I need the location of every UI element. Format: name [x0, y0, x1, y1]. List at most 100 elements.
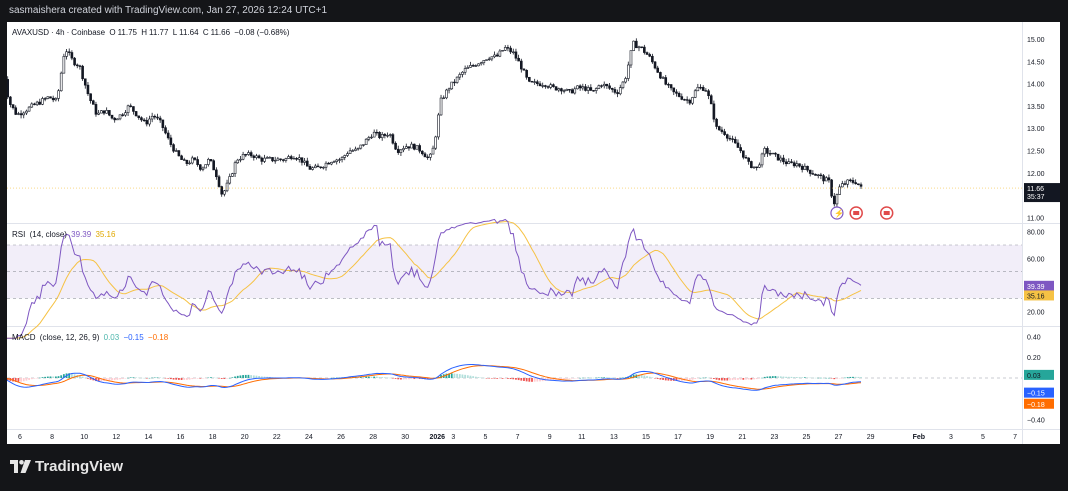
candle-body — [327, 162, 330, 165]
candle-body — [597, 85, 601, 89]
macd-histogram-bar — [365, 376, 368, 378]
candle-body — [346, 153, 349, 156]
macd-histogram-bar — [215, 377, 218, 379]
candle-body — [782, 157, 785, 163]
rsi-ma-value: 35.16 — [95, 230, 116, 239]
candle-body — [800, 165, 804, 170]
candle-body — [228, 176, 232, 184]
candle-body — [688, 99, 692, 104]
candle-body — [303, 160, 306, 163]
macd-histogram-bar — [186, 378, 188, 380]
x-axis-label: 9 — [548, 434, 552, 441]
macd-histogram-bar — [397, 378, 400, 380]
macd-histogram-bar — [686, 378, 689, 381]
chart-svg[interactable]: 15.00 14.50 14.00 13.50 13.00 12.50 12.00 11.00… — [7, 22, 1060, 444]
macd-histogram-bar — [41, 377, 44, 378]
macd-histogram-bar — [753, 378, 755, 380]
macd-histogram-bar — [496, 378, 499, 379]
macd-histogram-bar — [474, 376, 477, 378]
macd-histogram-bar — [707, 377, 710, 379]
macd-histogram-bar — [97, 378, 100, 382]
candle-body — [268, 157, 272, 159]
candle-body — [605, 83, 609, 87]
candle-body — [300, 157, 304, 163]
macd-signal-badge — [1024, 398, 1054, 409]
macd-histogram-bar — [375, 376, 378, 378]
macd-histogram-bar — [654, 378, 656, 379]
candle-body — [608, 85, 611, 89]
candle-body — [100, 110, 103, 114]
macd-histogram-bar — [367, 376, 370, 378]
macd-histogram-bar — [723, 378, 726, 381]
candle-body — [707, 90, 710, 97]
candle-body — [696, 86, 700, 92]
candle-body — [482, 60, 486, 64]
candle-body — [557, 88, 561, 91]
candle-body — [728, 137, 732, 140]
candle-body — [517, 57, 520, 62]
macd-histogram-bar — [226, 378, 228, 379]
macd-hist-value: 0.03 — [103, 333, 120, 342]
candle-body — [704, 90, 708, 92]
price-tick-label: 12.50 — [1027, 149, 1045, 156]
rsi-label: RSI — [12, 230, 26, 239]
candle-body — [453, 81, 456, 84]
rsi-legend: RSI (14, close) 39.39 35.16 — [12, 230, 117, 239]
candle-body — [680, 96, 684, 100]
macd-histogram-bar — [394, 378, 397, 379]
macd-histogram-bar — [643, 375, 646, 378]
candle-body — [54, 98, 58, 101]
macd-histogram-bar — [325, 378, 327, 379]
macd-histogram-bar — [148, 377, 151, 379]
candle-body — [351, 150, 355, 152]
macd-histogram-bar — [531, 378, 533, 382]
macd-histogram-bar — [239, 375, 242, 378]
candle-body — [442, 97, 446, 99]
candle-body — [348, 150, 352, 154]
macd-histogram-bar — [721, 378, 723, 381]
candle-body — [565, 89, 569, 91]
macd-histogram-bar — [836, 378, 838, 380]
flag-event-icon — [853, 211, 860, 215]
macd-histogram-bar — [600, 377, 603, 378]
macd-histogram-bar — [33, 378, 36, 379]
chart-frame[interactable]: 15.00 14.50 14.00 13.50 13.00 12.50 12.00 11.00… — [7, 22, 1060, 444]
macd-histogram-bar — [17, 378, 20, 382]
candle-body — [691, 97, 694, 104]
macd-histogram-bar — [79, 375, 81, 378]
candle-body — [469, 65, 472, 68]
candle-body — [594, 88, 598, 91]
low-label: L — [172, 28, 178, 37]
candle-body — [712, 103, 716, 120]
rsi-params: (14, close) — [29, 230, 67, 239]
macd-histogram-bar — [734, 378, 737, 380]
candle-body — [822, 175, 825, 182]
candle-body — [70, 52, 74, 59]
x-axis-label: 27 — [835, 434, 843, 441]
macd-histogram-bar — [750, 378, 753, 380]
candle-body — [423, 153, 427, 158]
candle-body — [372, 131, 376, 138]
candle-body — [857, 183, 860, 185]
macd-line-value: −0.15 — [123, 333, 144, 342]
candle-body — [656, 67, 660, 73]
last-price-badge — [1024, 183, 1060, 203]
macd-histogram-bar — [589, 377, 592, 379]
candle-body — [91, 100, 95, 105]
candle-body — [723, 131, 726, 135]
candle-body — [137, 115, 141, 118]
candle-body — [490, 56, 494, 60]
candle-body — [271, 157, 274, 162]
candle-body — [731, 138, 734, 140]
candle-body — [169, 137, 173, 145]
legend-separator: · — [66, 28, 70, 37]
macd-histogram-bar — [89, 378, 92, 380]
macd-histogram-bar — [57, 376, 60, 378]
macd-histogram-bar — [183, 378, 186, 380]
macd-histogram-bar — [533, 378, 536, 382]
macd-histogram-bar — [785, 376, 788, 378]
candle-body — [851, 180, 855, 183]
candle-body — [43, 98, 47, 100]
candle-body — [725, 134, 729, 139]
macd-histogram-bar — [440, 375, 442, 378]
